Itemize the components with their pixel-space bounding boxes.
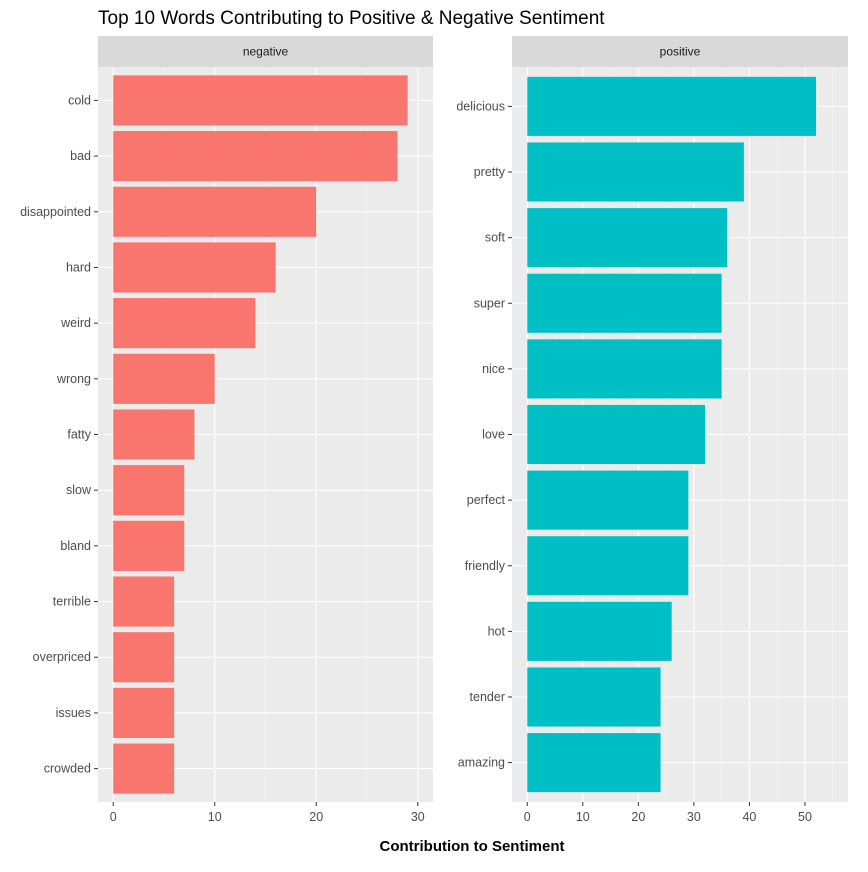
y-tick-label: slow <box>66 483 92 497</box>
facet-strip <box>98 36 433 67</box>
x-tick-label: 10 <box>208 810 222 824</box>
bar-overpriced <box>113 632 175 683</box>
chart-panels: negative cold bad disappointed hard weird wron… <box>20 36 848 824</box>
bar-crowded <box>113 743 175 794</box>
bar-hot <box>527 601 672 661</box>
x-tick-label: 0 <box>524 810 531 824</box>
x-tick-label: 30 <box>687 810 701 824</box>
bar-pretty <box>527 142 744 202</box>
x-tick-label: 20 <box>309 810 323 824</box>
y-tick-label: nice <box>482 362 505 376</box>
y-tick-label: crowded <box>44 762 91 776</box>
x-tick-label: 0 <box>110 810 117 824</box>
y-tick-label: perfect <box>467 493 506 507</box>
bar-issues <box>113 687 175 738</box>
y-tick-label: super <box>474 296 505 310</box>
bar-bland <box>113 520 185 571</box>
x-tick-label: 10 <box>576 810 590 824</box>
y-tick-label: issues <box>56 706 91 720</box>
y-tick-label: weird <box>60 316 91 330</box>
y-tick-label: hot <box>488 624 506 638</box>
bar-delicious <box>527 76 817 136</box>
y-tick-label: disappointed <box>20 205 91 219</box>
bar-bad <box>113 131 398 182</box>
bar-disappointed <box>113 186 317 237</box>
x-tick-label: 40 <box>742 810 756 824</box>
bar-slow <box>113 465 185 516</box>
bar-amazing <box>527 733 661 793</box>
y-tick-label: delicious <box>456 99 505 113</box>
facet-strip-label: positive <box>660 45 701 59</box>
x-tick-label: 50 <box>798 810 812 824</box>
x-tick-label: 20 <box>631 810 645 824</box>
bar-weird <box>113 298 256 349</box>
y-tick-label: friendly <box>465 559 506 573</box>
chart-title: Top 10 Words Contributing to Positive & … <box>98 8 605 29</box>
y-tick-label: love <box>482 428 505 442</box>
bar-perfect <box>527 470 689 530</box>
bar-tender <box>527 667 661 727</box>
y-tick-label: tender <box>470 690 505 704</box>
panel-positive: positive delicious pretty soft super nice love… <box>456 36 848 824</box>
bar-fatty <box>113 409 195 460</box>
y-tick-label: overpriced <box>33 650 91 664</box>
facet-strip <box>512 36 848 67</box>
bar-super <box>527 273 722 333</box>
y-tick-label: pretty <box>474 165 506 179</box>
x-axis-title: Contribution to Sentiment <box>380 838 565 855</box>
x-tick-label: 30 <box>411 810 425 824</box>
y-tick-label: bland <box>60 539 91 553</box>
y-tick-label: terrible <box>53 595 91 609</box>
bar-soft <box>527 208 728 268</box>
y-tick-label: soft <box>485 231 506 245</box>
bar-friendly <box>527 536 689 596</box>
y-tick-label: bad <box>70 149 91 163</box>
bar-nice <box>527 339 722 399</box>
bar-love <box>527 404 705 465</box>
bar-hard <box>113 242 276 293</box>
facet-strip-label: negative <box>243 45 289 59</box>
y-tick-label: amazing <box>458 756 505 770</box>
y-tick-label: cold <box>68 93 91 107</box>
bar-terrible <box>113 576 175 627</box>
y-tick-label: fatty <box>67 428 91 442</box>
bar-cold <box>113 75 408 126</box>
y-tick-label: wrong <box>56 372 91 386</box>
panel-negative: negative cold bad disappointed hard weird wron… <box>20 36 433 824</box>
y-tick-label: hard <box>66 260 91 274</box>
bar-wrong <box>113 353 215 404</box>
